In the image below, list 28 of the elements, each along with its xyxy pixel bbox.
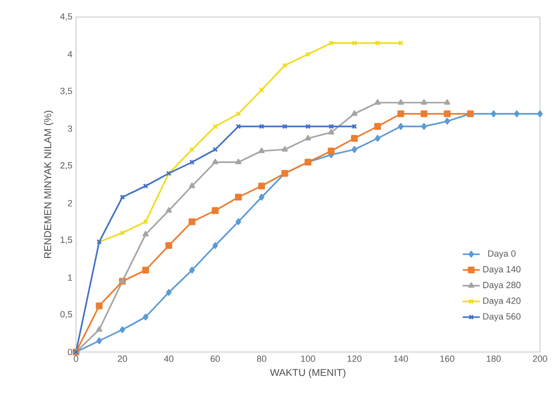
- x-tick-label: 40: [164, 356, 174, 362]
- x-tick-label: 100: [301, 356, 316, 362]
- x-tick-label: 80: [257, 356, 266, 362]
- y-tick-label: 1: [68, 274, 72, 281]
- x-tick-label: 160: [440, 356, 454, 362]
- y-tick-label: 3: [68, 125, 72, 132]
- legend-label: Daya 0: [488, 250, 516, 258]
- x-tick-label: 180: [486, 356, 501, 362]
- x-tick-label: 120: [348, 356, 362, 362]
- x-tick-label: 0: [74, 356, 78, 362]
- y-tick-label: 4,5: [60, 13, 72, 21]
- legend-label: Daya 560: [483, 313, 521, 322]
- legend-label: Daya 140: [483, 266, 521, 274]
- x-tick-label: 20: [118, 356, 128, 362]
- legend-label: Daya 280: [483, 282, 521, 290]
- y-tick-label: 0: [68, 348, 72, 356]
- x-axis-title: WAKTU (MENIT): [270, 368, 346, 378]
- y-tick-label: 4: [68, 51, 72, 58]
- x-tick-label: 60: [210, 356, 220, 362]
- y-tick-label: 1,5: [60, 236, 72, 244]
- x-tick-label: 140: [394, 356, 408, 362]
- y-tick-label: 0,5: [60, 311, 72, 318]
- y-axis-title: RENDEMEN MINYAK NILAM (%): [44, 110, 54, 258]
- legend-label: Daya 420: [483, 298, 521, 306]
- y-tick-label: 3,5: [60, 88, 72, 96]
- y-tick-label: 2,5: [60, 162, 72, 170]
- x-tick-label: 200: [532, 356, 548, 362]
- y-tick-label: 2: [68, 200, 72, 206]
